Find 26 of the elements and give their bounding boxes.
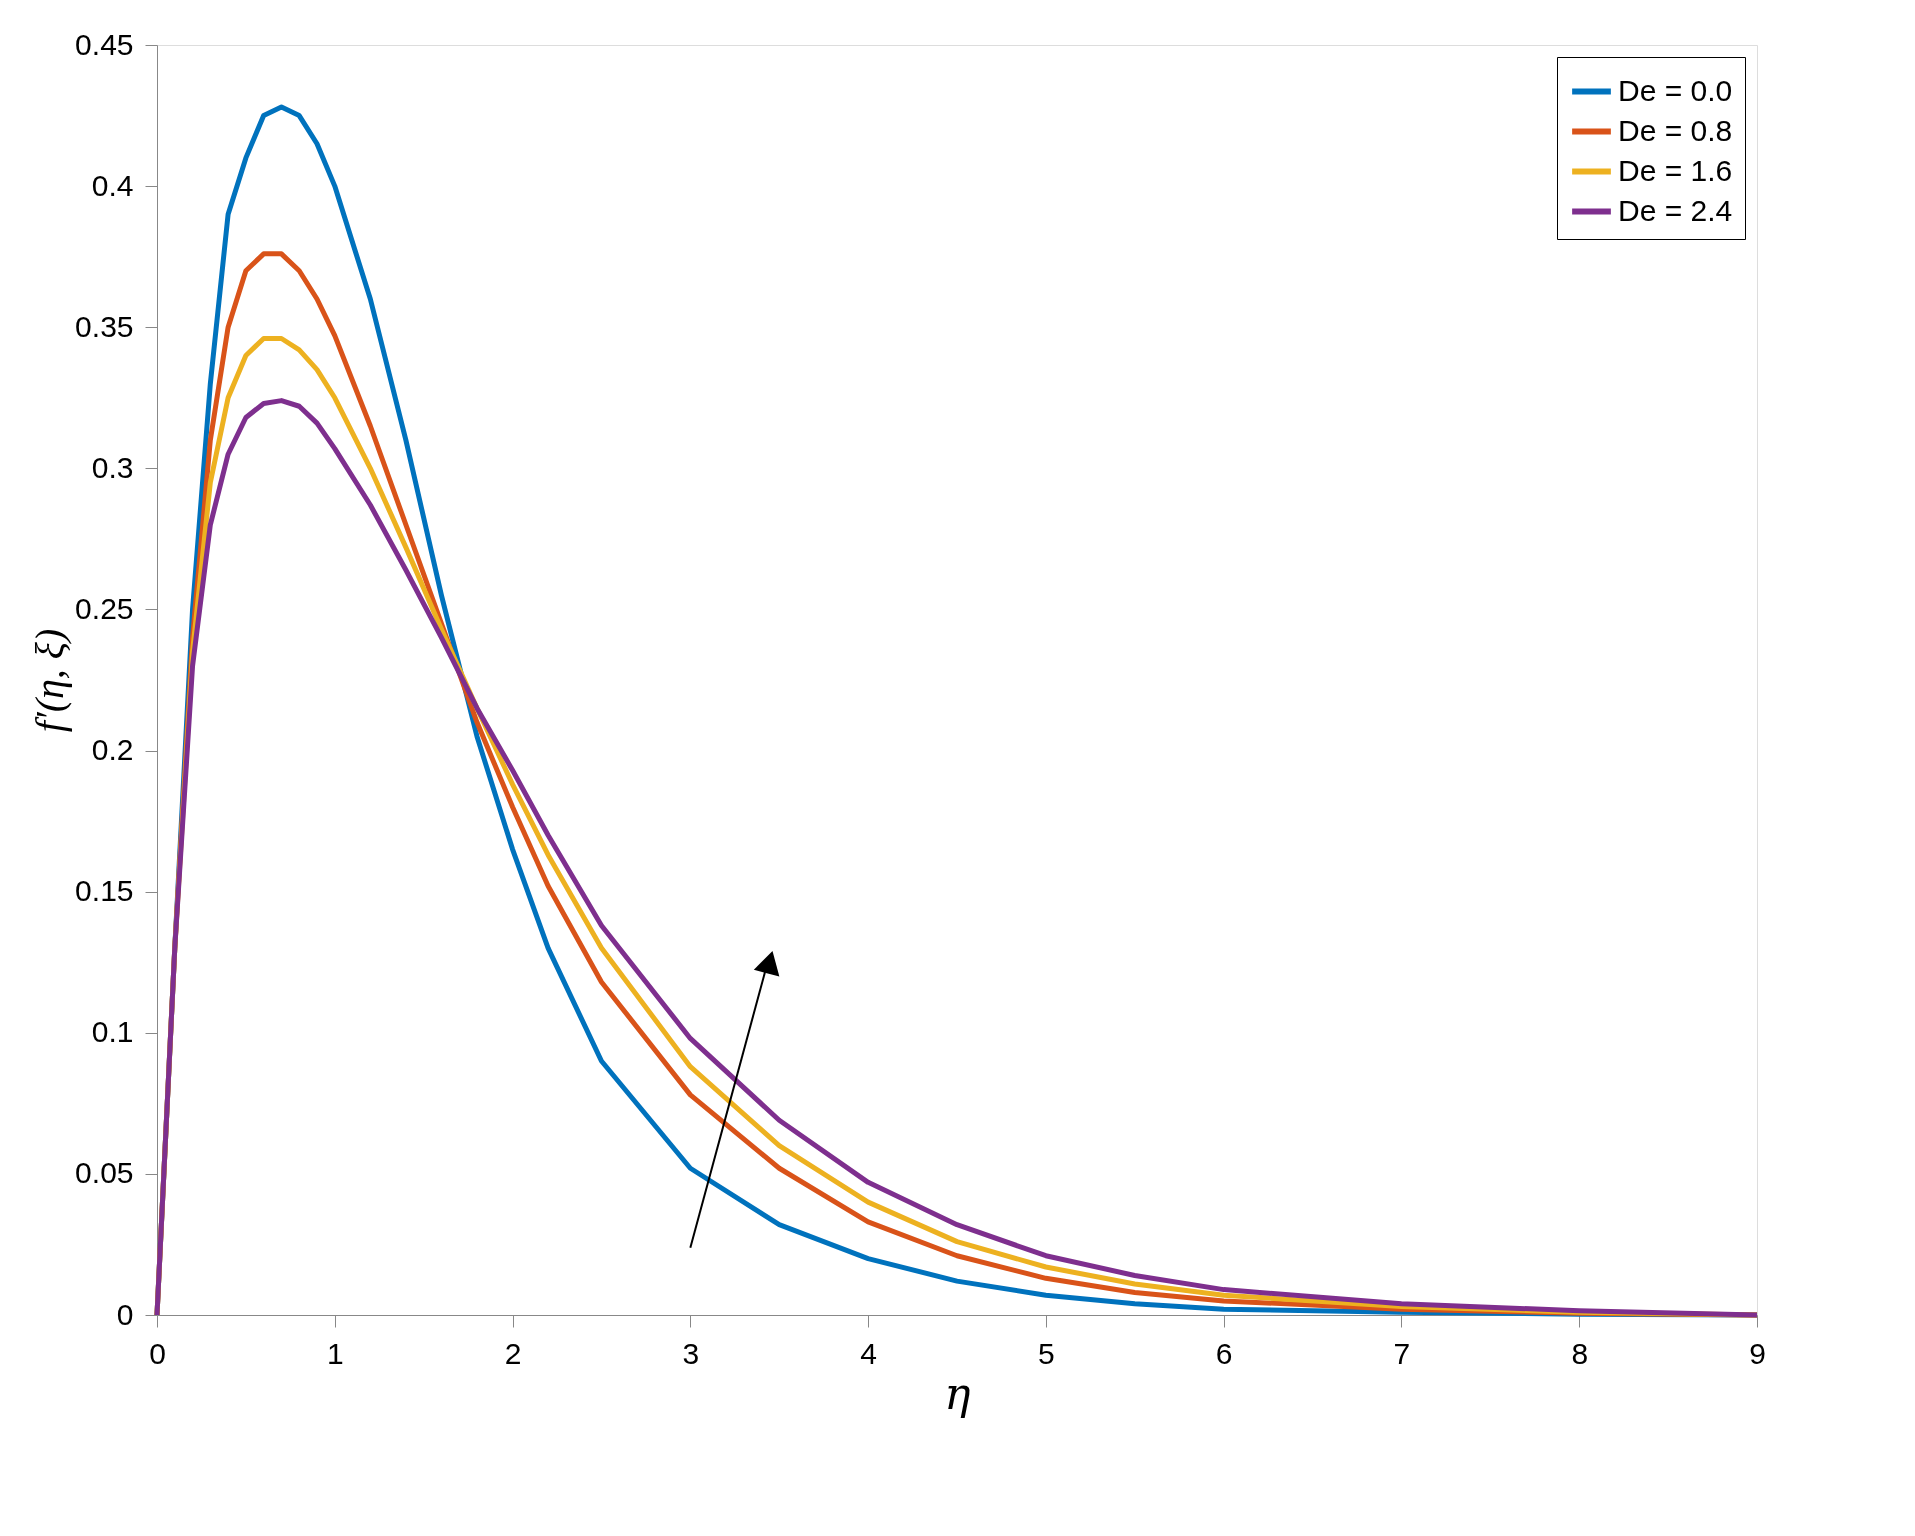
x-tick-label: 2: [504, 1336, 522, 1370]
y-tick-label: 0.05: [75, 1156, 134, 1190]
y-tick-label: 0: [116, 1297, 134, 1331]
x-tick-label: 8: [1571, 1336, 1589, 1370]
x-tick-label: 4: [860, 1336, 877, 1370]
x-tick-label: 9: [1749, 1336, 1766, 1370]
y-tick-label: 0.2: [91, 733, 134, 767]
y-tick-label: 0.25: [75, 591, 134, 625]
legend-label: De = 2.4: [1618, 193, 1733, 227]
y-tick-label: 0.1: [91, 1015, 134, 1049]
legend-label: De = 0.8: [1618, 113, 1733, 147]
x-tick-label: 0: [149, 1336, 166, 1370]
x-tick-label: 5: [1038, 1336, 1055, 1370]
legend-label: De = 1.6: [1618, 153, 1733, 187]
y-tick-label: 0.35: [75, 309, 134, 343]
y-tick-label: 0.4: [91, 168, 134, 202]
x-tick-label: 6: [1215, 1336, 1233, 1370]
y-tick-label: 0.3: [91, 450, 134, 484]
x-tick-label: 1: [326, 1336, 344, 1370]
x-tick-label: 3: [682, 1336, 700, 1370]
legend-label: De = 0.0: [1618, 73, 1733, 107]
x-axis-title: η: [944, 1367, 971, 1419]
y-tick-label: 0.45: [75, 27, 134, 61]
y-tick-label: 0.15: [75, 874, 134, 908]
x-tick-label: 7: [1393, 1336, 1411, 1370]
y-axis-title: f′(η, ξ): [27, 628, 73, 733]
